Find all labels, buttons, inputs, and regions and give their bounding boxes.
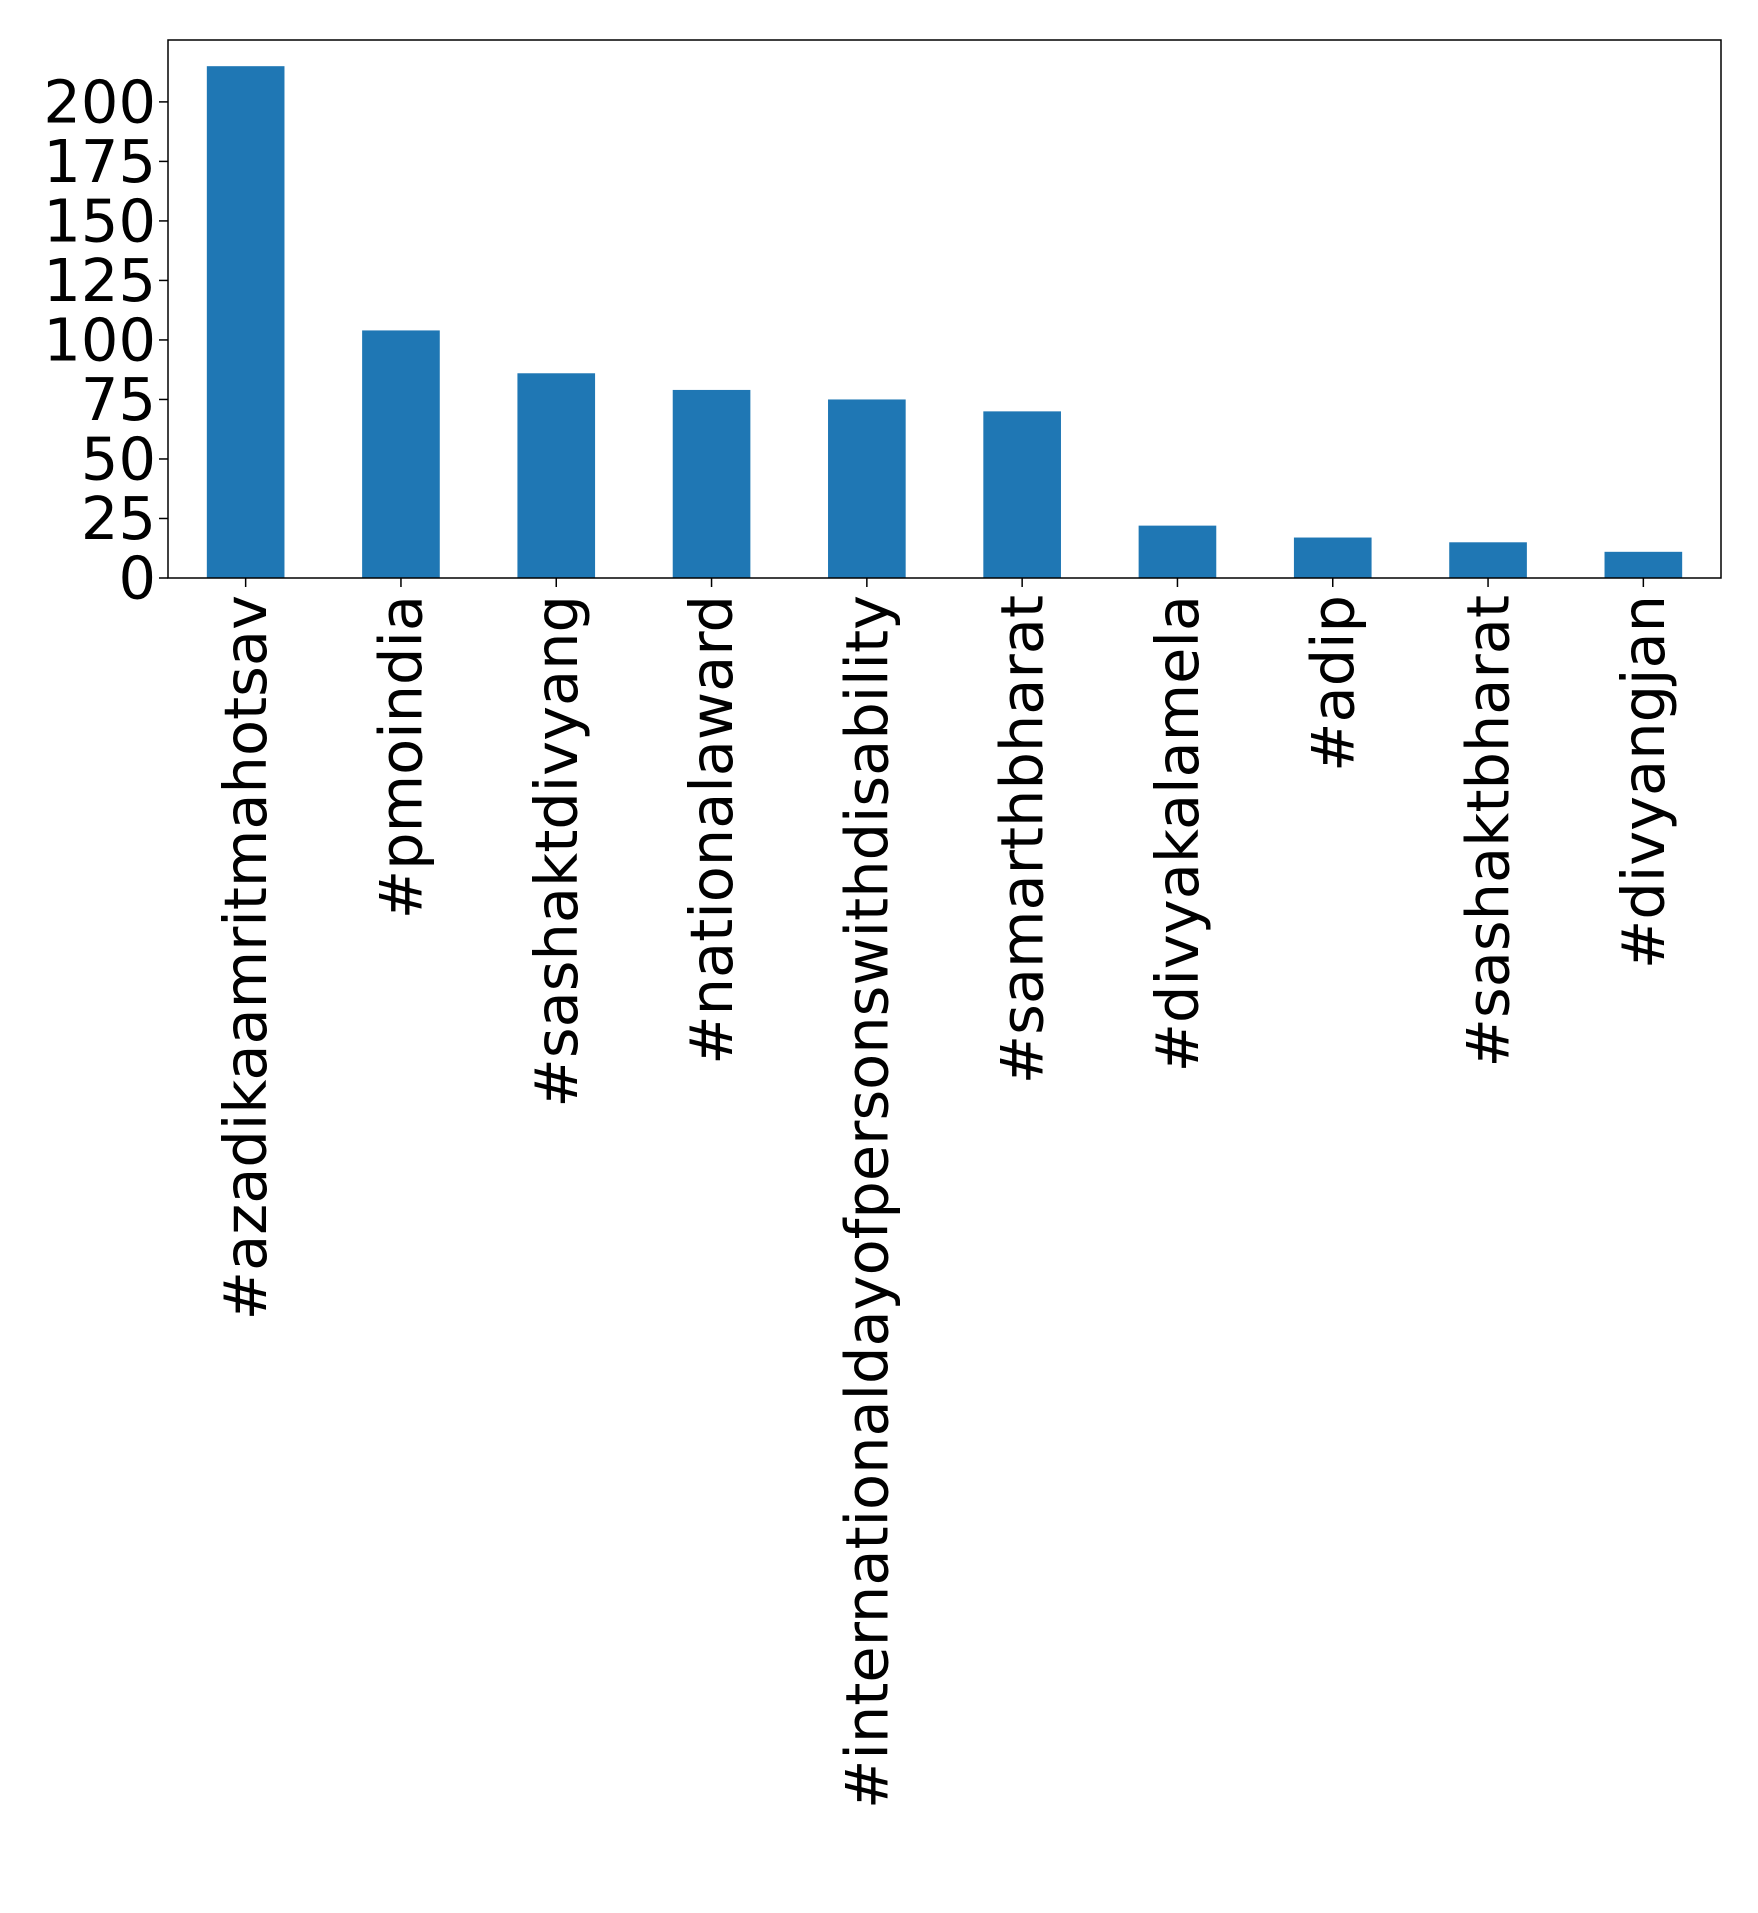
y-tick-label: 100 bbox=[43, 305, 156, 374]
y-tick-label: 175 bbox=[43, 127, 156, 196]
x-tick-label: #sashaktdivyang bbox=[522, 595, 591, 1108]
bar bbox=[1138, 525, 1217, 578]
x-tick-label: #divyakalamela bbox=[1143, 595, 1212, 1072]
x-tick-label: #internationaldayofpersonswithdisability bbox=[832, 595, 901, 1809]
bar bbox=[672, 389, 751, 578]
x-tick-label: #nationalaward bbox=[677, 595, 746, 1065]
x-tick-label: #divyangjan bbox=[1609, 595, 1678, 969]
y-tick-label: 0 bbox=[118, 544, 156, 613]
y-tick-label: 50 bbox=[81, 424, 156, 493]
y-tick-label: 125 bbox=[43, 246, 156, 315]
bar bbox=[1449, 542, 1527, 578]
y-tick-label: 150 bbox=[43, 186, 156, 255]
bar bbox=[517, 373, 596, 578]
x-axis: #azadikaamritmahotsav #pmoindia #sashaktdi… bbox=[211, 578, 1678, 1809]
bar bbox=[206, 66, 285, 578]
bar bbox=[1604, 551, 1683, 578]
x-tick-label: #pmoindia bbox=[366, 595, 435, 919]
bar bbox=[1293, 537, 1372, 578]
x-tick-label: #adip bbox=[1298, 595, 1367, 772]
x-tick-label: #azadikaamritmahotsav bbox=[211, 595, 280, 1320]
y-tick-label: 200 bbox=[43, 67, 156, 136]
y-tick-label: 75 bbox=[81, 365, 156, 434]
bar bbox=[362, 330, 440, 578]
x-tick-label: #sashaktbharat bbox=[1454, 595, 1523, 1067]
bar bbox=[983, 411, 1061, 578]
plot-frame bbox=[167, 39, 1722, 579]
y-tick-label: 25 bbox=[81, 484, 156, 553]
bars-layer bbox=[206, 66, 1683, 578]
bar bbox=[828, 399, 906, 578]
x-tick-label: #samarthbharat bbox=[988, 595, 1057, 1084]
